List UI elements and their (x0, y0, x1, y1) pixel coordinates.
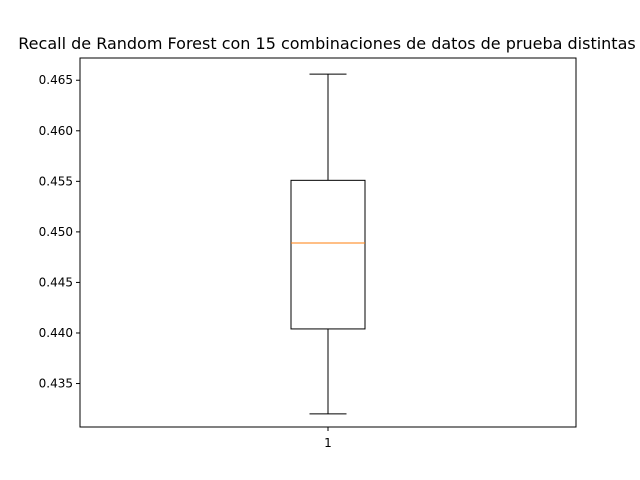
x-tick-label: 1 (324, 436, 332, 450)
y-tick-label: 0.460 (39, 124, 73, 138)
y-tick-label: 0.445 (39, 275, 73, 289)
iqr-box (290, 179, 366, 330)
y-tick-label: 0.435 (39, 377, 73, 391)
y-tick-label: 0.440 (39, 326, 73, 340)
chart-title: Recall de Random Forest con 15 combinaci… (18, 34, 635, 53)
y-tick-label: 0.450 (39, 225, 73, 239)
y-tick-label: 0.455 (39, 174, 73, 188)
y-tick-label: 0.465 (39, 73, 73, 87)
